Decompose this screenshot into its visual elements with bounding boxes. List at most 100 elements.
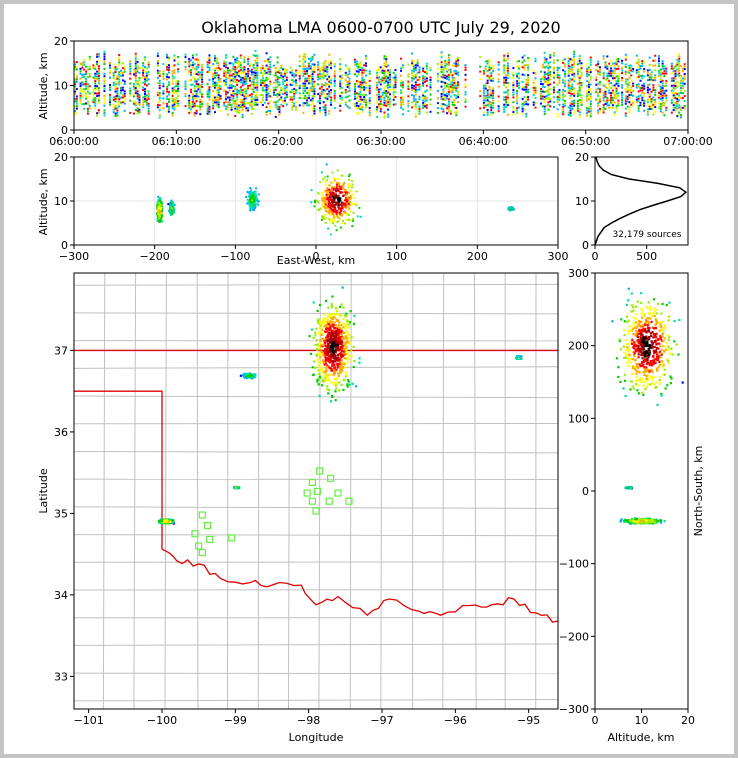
time-altitude-source bbox=[613, 111, 616, 114]
time-altitude-source bbox=[197, 71, 200, 74]
time-altitude-source bbox=[635, 98, 638, 101]
time-altitude-source bbox=[293, 80, 296, 83]
time-altitude-source bbox=[676, 80, 679, 83]
time-altitude-source bbox=[423, 95, 426, 98]
time-altitude-source bbox=[261, 72, 264, 75]
plan-source bbox=[324, 330, 327, 333]
time-altitude-source bbox=[365, 106, 368, 109]
time-altitude-source bbox=[659, 76, 662, 79]
time-altitude-source bbox=[348, 80, 351, 83]
time-altitude-source bbox=[365, 62, 368, 65]
time-altitude-source bbox=[197, 73, 200, 76]
time-altitude-source bbox=[479, 107, 482, 110]
time-altitude-source bbox=[190, 78, 193, 81]
time-altitude-source bbox=[173, 105, 176, 108]
time-altitude-source bbox=[641, 99, 644, 102]
time-altitude-source bbox=[523, 88, 526, 91]
time-altitude-source bbox=[602, 84, 605, 87]
time-altitude-source bbox=[365, 57, 368, 60]
time-altitude-source bbox=[353, 105, 356, 108]
time-altitude-source bbox=[232, 55, 235, 58]
time-altitude-source bbox=[260, 71, 263, 74]
plan-source bbox=[326, 335, 329, 339]
time-altitude-source bbox=[83, 102, 86, 105]
ew-source bbox=[322, 196, 325, 199]
county-line bbox=[164, 273, 167, 709]
time-altitude-source bbox=[283, 84, 286, 87]
ew-source bbox=[335, 188, 338, 191]
time-altitude-source bbox=[239, 66, 242, 69]
time-altitude-source bbox=[324, 70, 327, 73]
time-altitude-source bbox=[516, 72, 519, 75]
time-altitude-source bbox=[265, 79, 268, 82]
time-altitude-source bbox=[440, 61, 443, 64]
time-altitude-source bbox=[377, 78, 380, 81]
time-altitude-source bbox=[586, 99, 589, 102]
time-altitude-source bbox=[674, 109, 677, 112]
time-altitude-source bbox=[552, 91, 555, 94]
time-altitude-source bbox=[361, 108, 364, 111]
time-altitude-source bbox=[156, 55, 159, 58]
ew-source bbox=[157, 214, 160, 217]
time-altitude-source bbox=[201, 63, 204, 66]
time-altitude-source bbox=[517, 77, 520, 80]
time-altitude-source bbox=[123, 92, 126, 95]
time-altitude-source bbox=[129, 62, 132, 65]
time-altitude-source bbox=[482, 101, 485, 104]
time-altitude-source bbox=[293, 92, 296, 95]
time-altitude-source bbox=[562, 61, 565, 64]
time-altitude-source bbox=[114, 115, 117, 118]
time-altitude-source bbox=[166, 75, 169, 78]
plan-source bbox=[333, 367, 336, 370]
plan-source bbox=[334, 387, 338, 390]
time-altitude-source bbox=[278, 71, 281, 74]
time-altitude-source bbox=[573, 80, 576, 83]
time-altitude-source bbox=[191, 56, 194, 59]
time-altitude-source bbox=[344, 88, 347, 91]
ew-source bbox=[172, 204, 175, 207]
time-altitude-source bbox=[368, 102, 371, 105]
time-altitude-source bbox=[353, 85, 356, 88]
time-altitude-source bbox=[632, 70, 635, 73]
time-altitude-source bbox=[363, 93, 366, 96]
time-altitude-source bbox=[195, 112, 198, 115]
time-altitude-source bbox=[670, 79, 673, 82]
time-altitude-source bbox=[455, 57, 458, 60]
time-altitude-source bbox=[324, 65, 327, 68]
ew-source bbox=[157, 207, 160, 210]
county-line bbox=[226, 273, 229, 709]
time-altitude-source bbox=[650, 105, 653, 108]
time-altitude-source bbox=[190, 74, 193, 77]
time-altitude-source bbox=[628, 108, 631, 111]
time-altitude-source bbox=[96, 63, 99, 66]
time-altitude-source bbox=[630, 103, 633, 106]
time-altitude-source bbox=[243, 73, 246, 76]
ew-source bbox=[333, 179, 336, 182]
time-altitude-source bbox=[543, 112, 546, 115]
time-altitude-source bbox=[595, 91, 598, 94]
time-altitude-source bbox=[276, 85, 279, 88]
time-altitude-source bbox=[379, 105, 382, 108]
time-altitude-source bbox=[681, 77, 684, 80]
ew-source bbox=[158, 215, 161, 218]
time-altitude-source bbox=[236, 74, 239, 77]
time-altitude-source bbox=[412, 67, 415, 70]
time-altitude-source bbox=[346, 105, 349, 108]
time-altitude-source bbox=[503, 69, 506, 72]
plan-source bbox=[325, 349, 328, 352]
time-altitude-source bbox=[401, 98, 404, 101]
time-altitude-source bbox=[276, 100, 279, 103]
ew-source bbox=[342, 219, 345, 222]
time-altitude-source bbox=[563, 80, 566, 83]
time-altitude-source bbox=[429, 83, 432, 86]
time-altitude-source bbox=[661, 92, 664, 95]
ew-source bbox=[330, 221, 333, 224]
time-altitude-source bbox=[311, 80, 314, 83]
time-altitude-source bbox=[138, 96, 141, 99]
time-altitude-source bbox=[278, 110, 281, 113]
ew-source bbox=[346, 193, 349, 196]
time-altitude-source bbox=[652, 76, 655, 79]
time-altitude-source bbox=[665, 106, 668, 109]
time-altitude-source bbox=[318, 102, 321, 105]
